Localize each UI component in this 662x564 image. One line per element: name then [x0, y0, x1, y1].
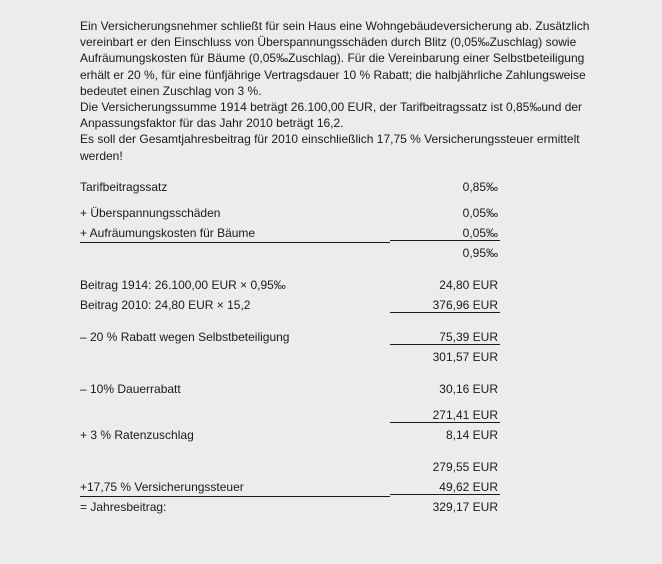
- row-beitrag-2010: Beitrag 2010: 24,80 EUR × 15,2 376,96 EU…: [80, 298, 610, 316]
- label: Tarifbeitragssatz: [80, 180, 390, 194]
- value: 49,62 EUR: [390, 480, 500, 495]
- row-jahresbeitrag: = Jahresbeitrag: 329,17 EUR: [80, 500, 610, 518]
- value: 0,05‰: [390, 206, 500, 220]
- row-ueberspannung: + Überspannungsschäden 0,05‰: [80, 206, 610, 224]
- row-after-dauerrabatt: 271,41 EUR: [80, 408, 610, 426]
- label: – 20 % Rabatt wegen Selbstbeteiligung: [80, 330, 390, 344]
- label: – 10% Dauerrabatt: [80, 382, 390, 396]
- row-versicherungssteuer: +17,75 % Versicherungssteuer 49,62 EUR: [80, 480, 610, 498]
- intro-paragraph-2: Die Versicherungssumme 1914 beträgt 26.1…: [80, 99, 610, 131]
- value: 24,80 EUR: [390, 278, 500, 292]
- value: 271,41 EUR: [390, 408, 500, 423]
- label: Beitrag 1914: 26.100,00 EUR × 0,95‰: [80, 278, 390, 292]
- value: 376,96 EUR: [390, 298, 500, 313]
- label: + 3 % Ratenzuschlag: [80, 428, 390, 442]
- value: 279,55 EUR: [390, 460, 500, 474]
- page: Ein Versicherungsnehmer schließt für sei…: [0, 0, 662, 536]
- label: + Überspannungsschäden: [80, 206, 390, 220]
- row-dauerrabatt: – 10% Dauerrabatt 30,16 EUR: [80, 382, 610, 400]
- value: 301,57 EUR: [390, 350, 500, 364]
- row-aufraeumung: + Aufräumungskosten für Bäume 0,05‰: [80, 226, 610, 244]
- row-selbstbeteiligung: – 20 % Rabatt wegen Selbstbeteiligung 75…: [80, 330, 610, 348]
- value: 329,17 EUR: [390, 500, 500, 514]
- intro-paragraph-3: Es soll der Gesamtjahresbeitrag für 2010…: [80, 131, 610, 163]
- row-sum-promille: 0,95‰: [80, 246, 610, 264]
- row-after-selbstbeteiligung: 301,57 EUR: [80, 350, 610, 368]
- problem-description: Ein Versicherungsnehmer schließt für sei…: [80, 18, 610, 164]
- label: +17,75 % Versicherungssteuer: [80, 480, 390, 497]
- row-ratenzuschlag: + 3 % Ratenzuschlag 8,14 EUR: [80, 428, 610, 446]
- value: 0,85‰: [390, 180, 500, 194]
- row-subtotal: 279,55 EUR: [80, 460, 610, 478]
- value: 8,14 EUR: [390, 428, 500, 442]
- label: Beitrag 2010: 24,80 EUR × 15,2: [80, 298, 390, 312]
- value: 30,16 EUR: [390, 382, 500, 396]
- row-beitrag-1914: Beitrag 1914: 26.100,00 EUR × 0,95‰ 24,8…: [80, 278, 610, 296]
- row-tarifbeitragssatz: Tarifbeitragssatz 0,85‰: [80, 180, 610, 198]
- calculation-table: Tarifbeitragssatz 0,85‰ + Überspannungss…: [80, 180, 610, 518]
- value: 0,05‰: [390, 226, 500, 241]
- value: 75,39 EUR: [390, 330, 500, 345]
- value: 0,95‰: [390, 246, 500, 260]
- label: = Jahresbeitrag:: [80, 500, 390, 514]
- intro-paragraph-1: Ein Versicherungsnehmer schließt für sei…: [80, 18, 610, 99]
- label: + Aufräumungskosten für Bäume: [80, 226, 390, 243]
